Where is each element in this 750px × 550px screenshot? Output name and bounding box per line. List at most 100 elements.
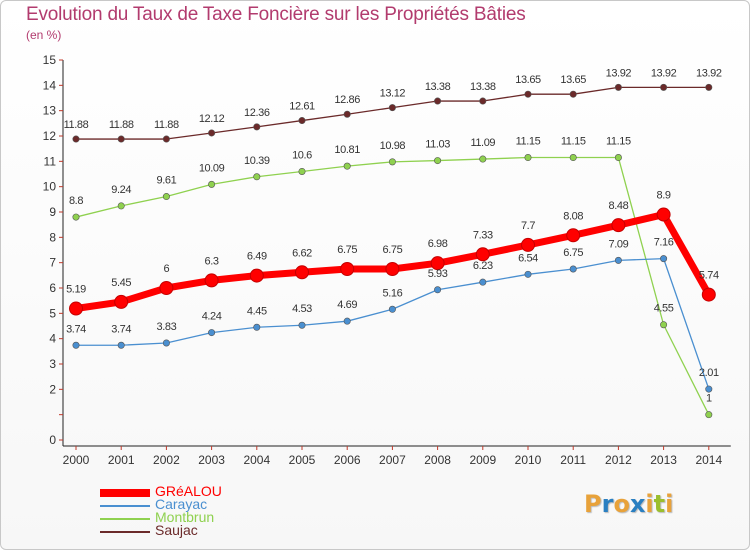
- data-point-saujac: [298, 117, 306, 125]
- data-label-montbrun: 10.98: [380, 140, 406, 152]
- y-tick-label: 7: [49, 256, 56, 270]
- logo-letter: P: [584, 490, 602, 518]
- legend-label-gr-alou: GRéALOU: [155, 483, 222, 499]
- x-tick-label: 2004: [243, 453, 270, 467]
- data-label-saujac: 12.36: [244, 107, 270, 119]
- logo-letter: o: [613, 490, 630, 518]
- logo-letter: t: [653, 490, 666, 518]
- y-tick-label: 12: [43, 129, 57, 143]
- chart-title: Evolution du Taux de Taxe Foncière sur l…: [26, 4, 526, 25]
- data-label-montbrun: 10.39: [244, 155, 270, 167]
- legend-label-saujac: Saujac: [155, 522, 198, 538]
- data-point-carayac: [614, 256, 622, 264]
- x-tick-label: 2007: [379, 453, 406, 467]
- data-point-saujac: [434, 97, 442, 105]
- data-point-saujac: [117, 135, 125, 143]
- data-label-gr-alou: 6.62: [292, 247, 312, 259]
- data-point-gr-alou: [249, 268, 264, 283]
- data-label-carayac: 4.45: [247, 305, 267, 317]
- data-point-montbrun: [524, 154, 532, 162]
- data-point-saujac: [72, 135, 80, 143]
- data-label-gr-alou: 5.74: [699, 270, 719, 282]
- data-label-gr-alou: 7.7: [521, 220, 535, 232]
- data-label-montbrun: 9.24: [111, 184, 131, 196]
- data-point-gr-alou: [385, 262, 400, 276]
- data-label-saujac: 12.86: [334, 94, 360, 106]
- data-point-saujac: [524, 90, 532, 98]
- proxiti-logo: Proxiti: [584, 490, 673, 518]
- data-label-montbrun: 8.8: [69, 195, 83, 207]
- data-label-carayac: 3.74: [66, 323, 86, 335]
- data-point-gr-alou: [114, 294, 129, 309]
- data-point-saujac: [162, 135, 170, 143]
- logo-letter: x: [629, 490, 646, 518]
- y-tick-label: 2: [49, 382, 56, 396]
- x-tick-label: 2009: [469, 453, 496, 467]
- data-label-montbrun: 4.55: [654, 303, 674, 315]
- data-label-saujac: 13.92: [651, 67, 677, 79]
- data-label-saujac: 11.88: [154, 119, 179, 131]
- data-label-montbrun: 10.09: [199, 162, 225, 174]
- data-point-carayac: [569, 265, 577, 273]
- data-point-montbrun: [162, 193, 170, 201]
- y-tick-label: 10: [43, 180, 57, 194]
- y-tick-label: 8: [49, 230, 56, 244]
- data-label-carayac: 5.16: [382, 287, 402, 299]
- data-point-gr-alou: [295, 265, 309, 280]
- data-label-montbrun: 10.6: [292, 149, 312, 161]
- x-tick-label: 2013: [650, 453, 677, 467]
- data-point-carayac: [660, 255, 668, 263]
- data-point-saujac: [253, 123, 261, 131]
- data-point-gr-alou: [656, 207, 671, 222]
- y-axis-unit: (en %): [26, 28, 62, 42]
- data-point-montbrun: [569, 154, 577, 162]
- data-label-carayac: 4.69: [337, 299, 357, 311]
- data-label-saujac: 13.38: [425, 81, 451, 93]
- data-point-montbrun: [72, 213, 80, 221]
- logo-letter: r: [601, 490, 614, 518]
- data-point-montbrun: [434, 157, 442, 165]
- data-label-carayac: 7.09: [608, 238, 628, 250]
- data-label-saujac: 13.65: [560, 74, 586, 86]
- data-point-carayac: [162, 339, 170, 347]
- y-tick-label: 4: [49, 332, 56, 346]
- data-label-gr-alou: 6.3: [205, 255, 219, 267]
- legend-swatch-gr-alou: [100, 489, 150, 497]
- data-point-gr-alou: [475, 247, 490, 262]
- data-point-carayac: [388, 305, 396, 313]
- data-point-montbrun: [253, 173, 261, 181]
- data-label-carayac: 7.16: [654, 237, 674, 249]
- data-label-saujac: 13.92: [606, 67, 632, 79]
- data-point-carayac: [298, 321, 306, 329]
- data-label-carayac: 6.75: [563, 247, 583, 259]
- data-point-saujac: [343, 110, 351, 118]
- data-point-montbrun: [343, 162, 351, 170]
- x-tick-label: 2003: [198, 453, 225, 467]
- y-tick-label: 6: [49, 281, 56, 295]
- data-point-gr-alou: [430, 256, 445, 271]
- data-label-montbrun: 11.03: [425, 139, 450, 151]
- data-label-gr-alou: 6: [164, 263, 170, 275]
- data-label-saujac: 12.12: [199, 113, 225, 125]
- data-point-gr-alou: [159, 281, 174, 295]
- data-label-montbrun: 1: [706, 393, 712, 405]
- data-label-gr-alou: 8.9: [657, 190, 671, 202]
- data-label-montbrun: 10.81: [334, 144, 360, 156]
- y-tick-label: 14: [43, 78, 57, 92]
- data-label-saujac: 13.12: [380, 88, 406, 100]
- data-label-montbrun: 11.15: [516, 136, 541, 148]
- y-tick-label: 0: [49, 433, 56, 447]
- data-label-carayac: 6.54: [518, 252, 538, 264]
- x-tick-label: 2005: [289, 453, 316, 467]
- data-point-gr-alou: [69, 301, 83, 316]
- x-tick-label: 2010: [515, 453, 542, 467]
- data-point-saujac: [660, 83, 668, 91]
- y-tick-label: 9: [49, 205, 56, 219]
- data-point-saujac: [208, 129, 216, 137]
- x-tick-label: 2008: [424, 453, 451, 467]
- x-tick-label: 2012: [605, 453, 632, 467]
- data-point-montbrun: [298, 167, 306, 175]
- data-point-gr-alou: [204, 273, 219, 288]
